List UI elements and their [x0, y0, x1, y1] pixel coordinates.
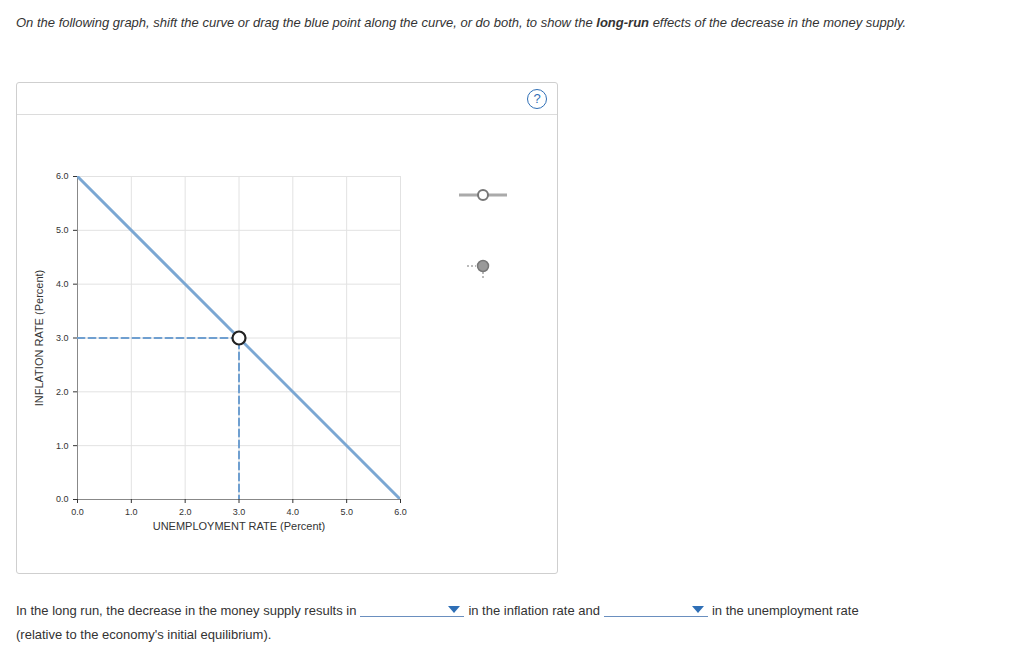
svg-text:5.0: 5.0 [340, 507, 353, 517]
svg-text:0.0: 0.0 [56, 494, 69, 504]
svg-text:UNEMPLOYMENT RATE (Percent): UNEMPLOYMENT RATE (Percent) [153, 520, 326, 532]
svg-text:3.0: 3.0 [56, 333, 69, 343]
svg-text:INFLATION RATE (Percent): INFLATION RATE (Percent) [33, 270, 45, 407]
html-text:In the long run, the decrease: In the long run, the decrease in the mon… [16, 603, 357, 618]
svg-text:6.0: 6.0 [394, 507, 407, 517]
svg-text:6.0: 6.0 [56, 171, 69, 181]
svg-text:0.0: 0.0 [71, 507, 84, 517]
html-text:On the following graph, shift: On the following graph, shift the curve … [16, 15, 907, 30]
html-text:in the unemployment rate: in the unemployment rate [711, 603, 859, 618]
svg-text:1.0: 1.0 [125, 507, 138, 517]
html-text:(relative to the economy's ini: (relative to the economy's initial equil… [16, 627, 272, 642]
svg-text:2.0: 2.0 [56, 387, 69, 397]
html-text:in the inflation rate and: in the inflation rate and [468, 603, 600, 618]
svg-text:3.0: 3.0 [233, 507, 246, 517]
svg-text:5.0: 5.0 [56, 225, 69, 235]
svg-text:4.0: 4.0 [287, 507, 300, 517]
svg-text:1.0: 1.0 [56, 441, 69, 451]
svg-text:2.0: 2.0 [179, 507, 192, 517]
svg-text:4.0: 4.0 [56, 279, 69, 289]
